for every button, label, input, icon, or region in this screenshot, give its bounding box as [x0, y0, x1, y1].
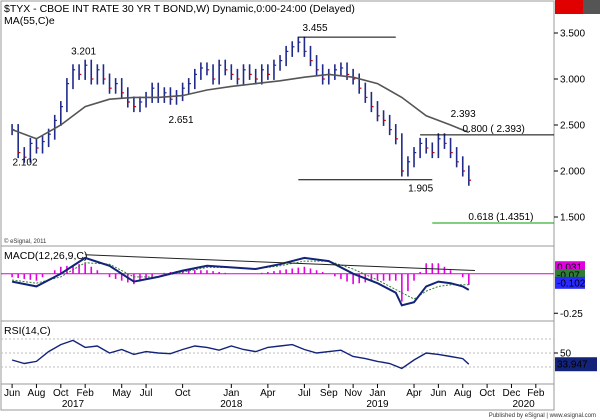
- footer-label: Published by eSignal | www.esignal.com: [489, 413, 596, 419]
- macd-y-tick-label: -0.25: [560, 309, 583, 320]
- price-y-tick-label: 1.500: [560, 213, 585, 224]
- macd-trendline: [85, 254, 475, 272]
- price-y-tick-label: 2.000: [560, 167, 585, 178]
- x-tick-label: Feb: [527, 388, 545, 399]
- x-tick-label: Jan: [369, 388, 385, 399]
- rsi-label: RSI(14,C): [4, 325, 51, 337]
- price-annotation: 3.455: [302, 23, 327, 34]
- x-tick-label: Oct: [53, 388, 69, 399]
- ma-line: [11, 73, 470, 140]
- x-tick-label: Apr: [406, 388, 422, 399]
- price-panel: 3.500 3.000 2.500 2.000 1.500 3.201 2.651 3.455…: [11, 0, 600, 224]
- x-tick-label: May: [112, 388, 131, 399]
- price-y-tick-label: 2.500: [560, 121, 585, 132]
- last-price-value: 1.899: [557, 0, 582, 3]
- x-tick-label: Jun: [4, 388, 20, 399]
- macd-panel: -0.25 0.031-0.07-0.102: [1, 254, 586, 320]
- x-tick-label: Aug: [28, 388, 46, 399]
- x-tick-label: Oct: [479, 388, 495, 399]
- last-price-box: [555, 0, 583, 14]
- ma-label: MA(55,C)e: [4, 15, 55, 27]
- macd-last-value: -0.07: [557, 271, 580, 282]
- x-tick-label: Jul: [140, 388, 153, 399]
- price-y-tick-label: 3.500: [560, 29, 585, 40]
- axis-frame: [0, 383, 555, 411]
- x-tick-label: Jul: [298, 388, 311, 399]
- rsi-last-box: [555, 357, 597, 372]
- x-tick-label: Jan: [223, 388, 239, 399]
- price-annotation: 3.201: [71, 47, 96, 58]
- price-annotation: 2.651: [169, 115, 194, 126]
- x-tick-label: Feb: [77, 388, 95, 399]
- x-tick-label: Dec: [503, 388, 521, 399]
- macd-line: [11, 256, 470, 307]
- x-tick-label: Nov: [344, 388, 362, 399]
- x-year-label: 2020: [513, 399, 536, 410]
- x-tick-label: Sep: [320, 388, 338, 399]
- x-tick-label: Jun: [430, 388, 446, 399]
- price-annotation: 1.905: [408, 184, 433, 195]
- x-year-label: 2017: [62, 399, 85, 410]
- x-tick-label: Aug: [454, 388, 472, 399]
- price-annotation: 2.102: [13, 158, 38, 169]
- chart-title: $TYX - CBOE INT RATE 30 YR T BOND,W) Dyn…: [4, 3, 355, 15]
- x-year-label: 2019: [366, 399, 389, 410]
- macd-last-value: -0.102: [557, 278, 586, 289]
- macd-last-box: [555, 276, 585, 289]
- price-annotation: 0.800 ( 2.393): [463, 124, 525, 135]
- rsi-line: [11, 339, 470, 370]
- macd-label: MACD(12,26,9,C): [4, 250, 87, 262]
- x-year-label: 2018: [220, 399, 243, 410]
- x-tick-label: Oct: [175, 388, 191, 399]
- macd-last-value: 0.031: [557, 263, 582, 274]
- x-axis: Jun Aug Oct Feb May Jul Oct Jan Apr Jul Sep Nov Jan A…: [4, 384, 545, 410]
- price-annotation: 2.393: [451, 109, 476, 120]
- copyright-label: © eSignal, 2011: [4, 238, 47, 245]
- rsi-y-tick-label: 50: [560, 349, 572, 360]
- macd-signal-line: [12, 260, 469, 300]
- x-tick-label: Apr: [260, 388, 276, 399]
- price-y-tick-label: 3.000: [560, 75, 585, 86]
- rsi-last-value: 33.947: [557, 360, 588, 371]
- price-annotation: 0.618 (1.4351): [468, 212, 533, 223]
